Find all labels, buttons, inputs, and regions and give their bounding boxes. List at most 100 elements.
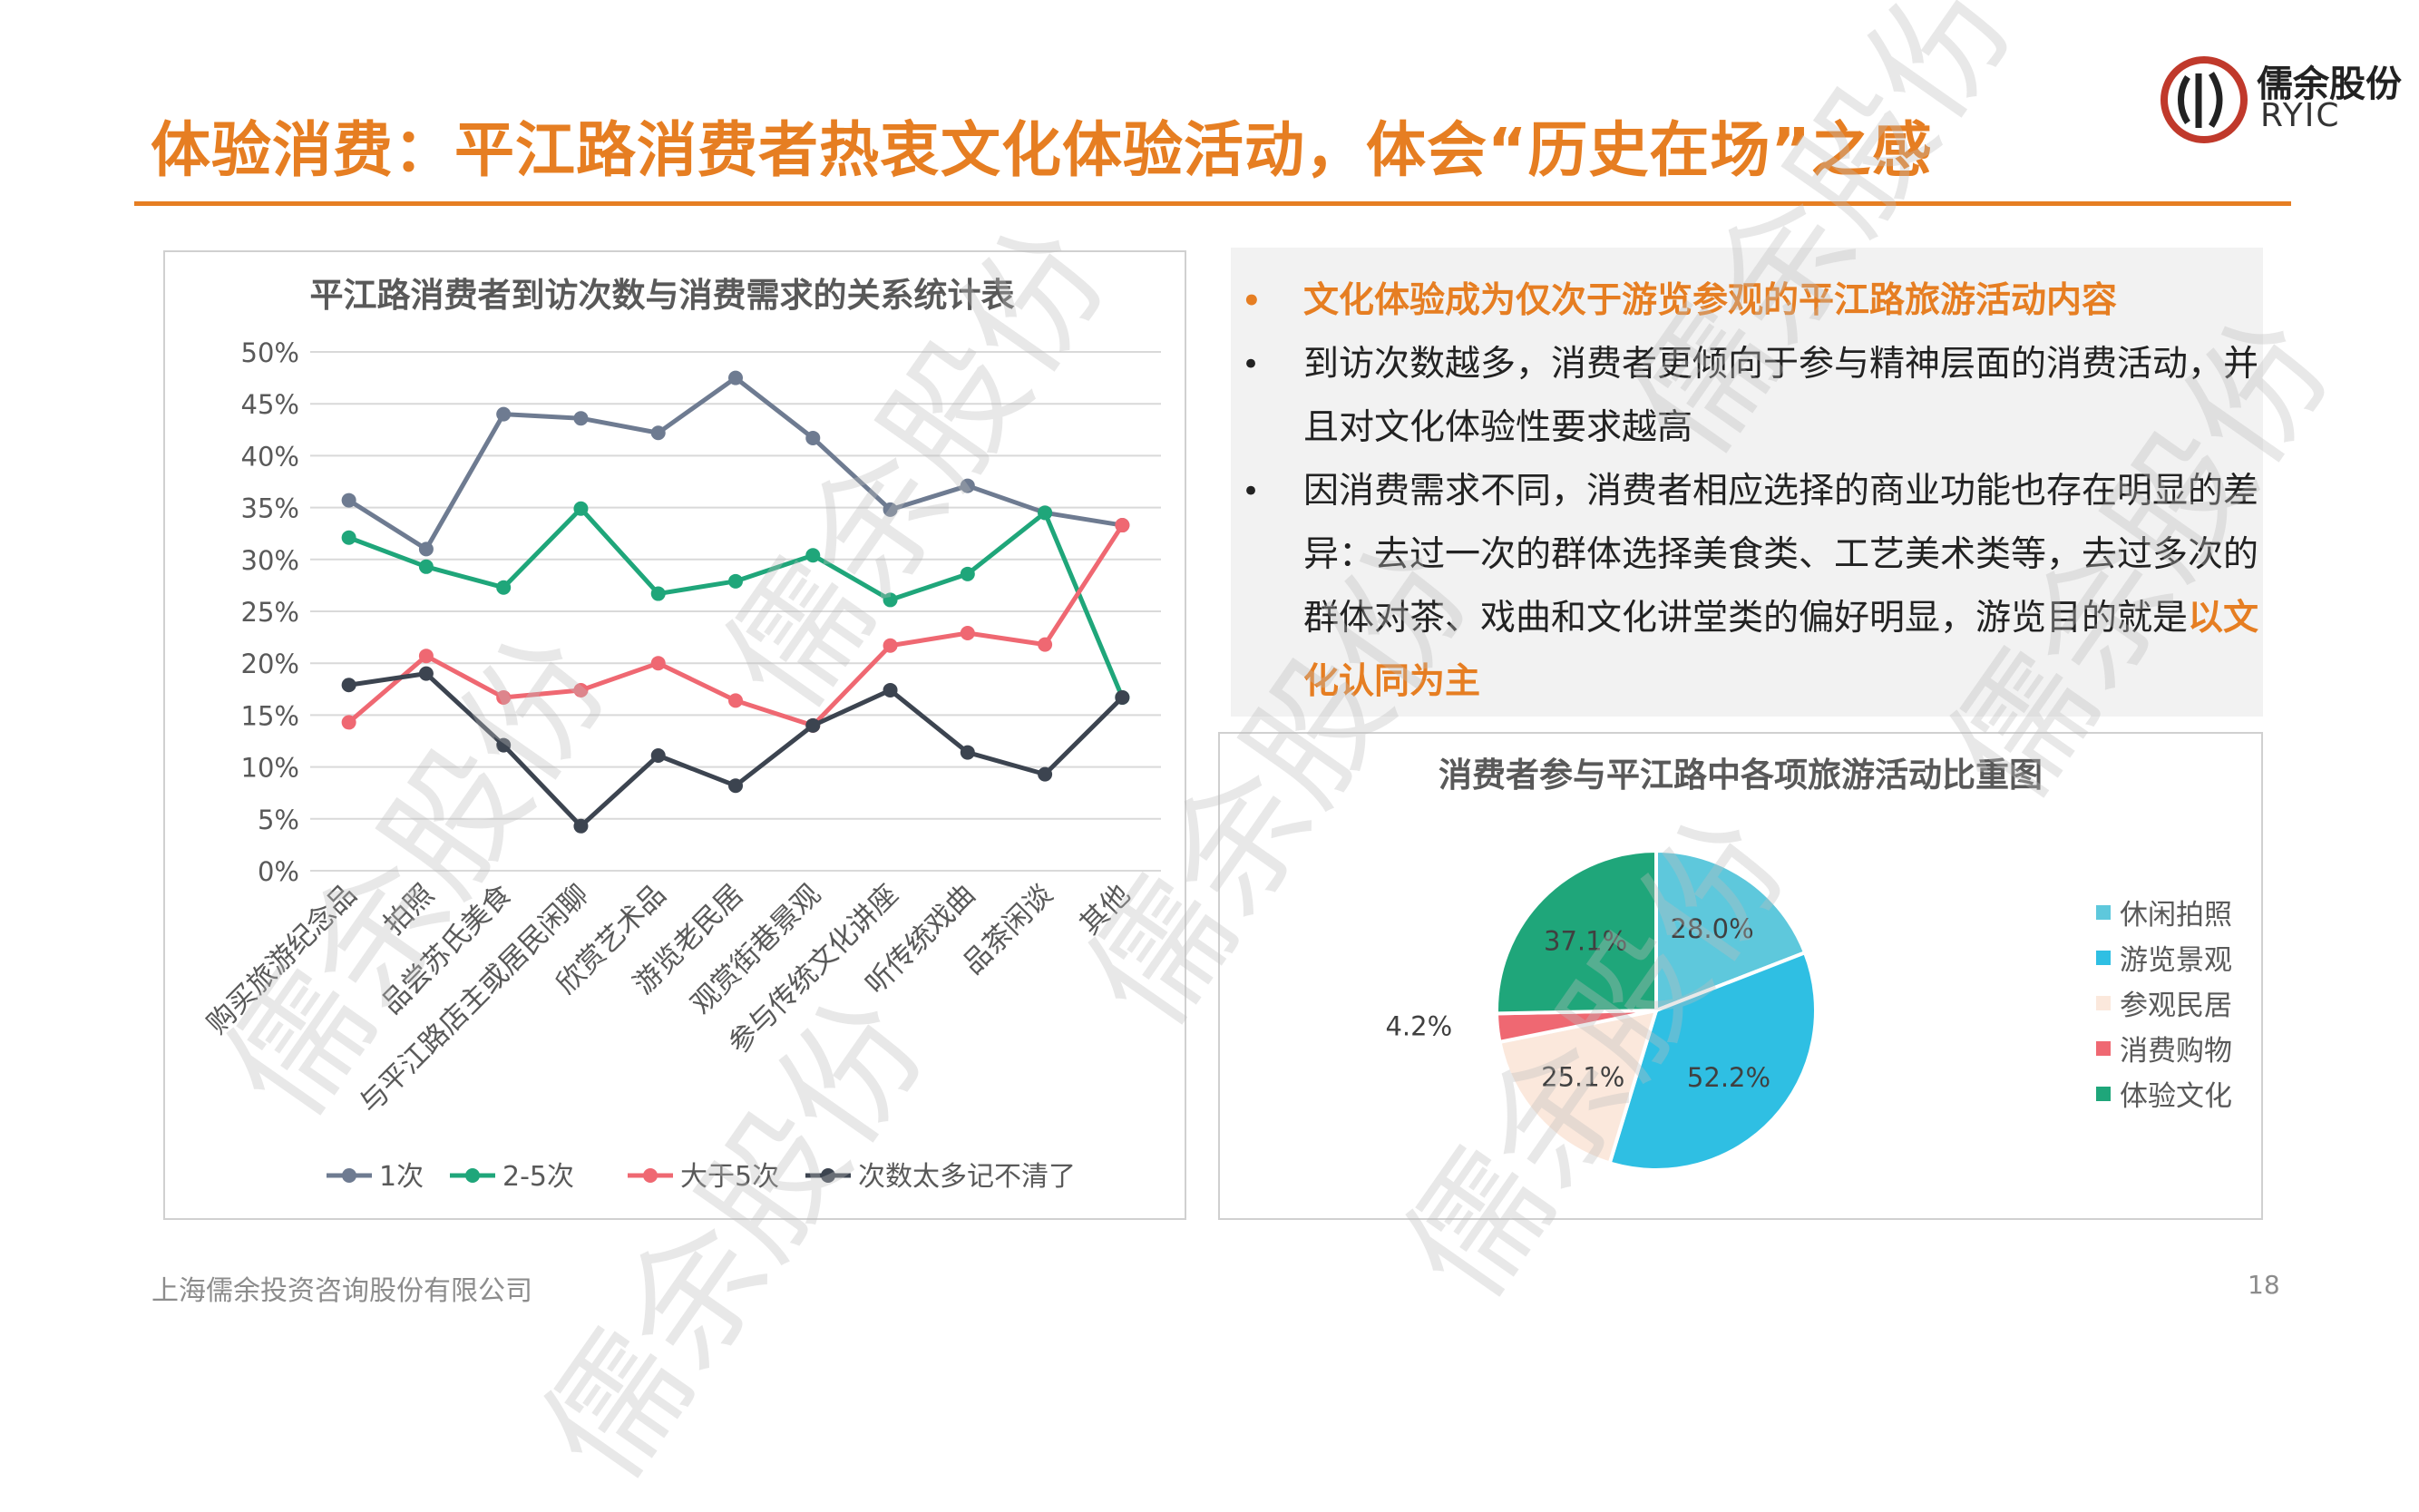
line-chart: 平江路消费者到访次数与消费需求的关系统计表 50% 45% 40% 35% 30% 25%… bbox=[200, 276, 1161, 1193]
y-tick-label: 30% bbox=[241, 545, 299, 576]
pie-slice bbox=[1495, 848, 1658, 1016]
data-point bbox=[1115, 518, 1130, 533]
pie-chart-panel: 消费者参与平江路中各项旅游活动比重图 28.0% 52.2% 25.1% 4.2% 37… bbox=[1218, 732, 2263, 1220]
data-point bbox=[650, 586, 666, 601]
data-point bbox=[1038, 637, 1053, 652]
page-number: 18 bbox=[2248, 1270, 2280, 1300]
x-tick-label: 购买旅游纪念品 bbox=[200, 878, 363, 1040]
data-point bbox=[573, 411, 589, 426]
data-point bbox=[573, 501, 589, 516]
data-point bbox=[496, 406, 512, 422]
title-divider bbox=[134, 201, 2291, 206]
series-line bbox=[347, 506, 1125, 698]
x-tick-label: 其他 bbox=[1074, 878, 1136, 941]
data-point bbox=[496, 689, 512, 705]
data-point bbox=[1115, 689, 1130, 705]
bullet-item: • 文化体验成为仅次于游览参观的平江路旅游活动内容 bbox=[1231, 269, 2263, 333]
bullet-dot-icon: • bbox=[1242, 283, 1262, 319]
data-point bbox=[418, 649, 434, 664]
data-point bbox=[1038, 766, 1053, 782]
pie-data-label: 25.1% bbox=[1541, 1061, 1624, 1092]
legend-marker-icon bbox=[821, 1168, 835, 1183]
bullet-item: • 因消费需求不同，消费者相应选择的商业功能也存在明显的差异：去过一次的群体选择美… bbox=[1231, 460, 2263, 714]
data-point bbox=[650, 656, 666, 671]
data-point bbox=[728, 370, 743, 385]
logo-text: 儒余股份 bbox=[2257, 63, 2402, 105]
data-point bbox=[418, 541, 434, 557]
pie-slice bbox=[1497, 1008, 1659, 1166]
page-title: 体验消费：平江路消费者热衷文化体验活动，体会“历史在场”之感 bbox=[151, 115, 1933, 185]
y-tick-label: 10% bbox=[241, 753, 299, 784]
company-footer: 上海儒余投资咨询股份有限公司 bbox=[151, 1275, 532, 1307]
data-point bbox=[573, 818, 589, 834]
legend-label: 1次 bbox=[379, 1161, 424, 1193]
pie-data-label: 52.2% bbox=[1687, 1062, 1770, 1093]
bullet-dot-icon: • bbox=[1242, 346, 1261, 383]
data-point bbox=[805, 717, 821, 733]
data-point bbox=[418, 666, 434, 681]
pie-chart-title: 消费者参与平江路中各项旅游活动比重图 bbox=[1439, 756, 2043, 795]
data-point bbox=[960, 566, 975, 581]
y-tick-label: 5% bbox=[258, 805, 299, 835]
data-point bbox=[496, 580, 512, 595]
data-point bbox=[573, 682, 589, 697]
company-logo: 儒余股份 RYIC bbox=[2159, 50, 2404, 154]
legend-label: 2-5次 bbox=[502, 1161, 574, 1193]
data-point bbox=[496, 737, 512, 753]
summary-panel: • 文化体验成为仅次于游览参观的平江路旅游活动内容 • 到访次数越多，消费者更倾向于… bbox=[1231, 248, 2263, 717]
y-tick-label: 40% bbox=[241, 441, 299, 472]
data-point bbox=[650, 748, 666, 764]
legend-swatch-icon bbox=[2096, 905, 2111, 920]
pie-slice bbox=[1654, 848, 1808, 1013]
legend-swatch-icon bbox=[2096, 996, 2111, 1010]
data-point bbox=[418, 559, 434, 574]
y-tick-label: 20% bbox=[241, 649, 299, 679]
pie-data-label: 4.2% bbox=[1385, 1010, 1452, 1041]
legend-swatch-icon bbox=[2096, 951, 2111, 965]
data-point bbox=[1038, 505, 1053, 521]
data-point bbox=[805, 548, 821, 563]
pie-data-label: 28.0% bbox=[1671, 913, 1754, 944]
pie-chart: 消费者参与平江路中各项旅游活动比重图 28.0% 52.2% 25.1% 4.2% 37… bbox=[1385, 756, 2232, 1172]
legend-label: 游览景观 bbox=[2120, 944, 2232, 977]
data-point bbox=[883, 638, 898, 653]
data-point bbox=[960, 478, 975, 493]
legend-label: 参观民居 bbox=[2120, 990, 2232, 1022]
legend-label: 休闲拍照 bbox=[2120, 899, 2232, 932]
legend-label: 体验文化 bbox=[2120, 1080, 2232, 1113]
legend-label: 消费购物 bbox=[2120, 1035, 2232, 1068]
legend-swatch-icon bbox=[2096, 1041, 2111, 1056]
data-point bbox=[960, 745, 975, 760]
data-point bbox=[960, 626, 975, 641]
legend-label: 大于5次 bbox=[680, 1161, 779, 1193]
y-tick-label: 50% bbox=[241, 337, 299, 368]
bullet-item: • 到访次数越多，消费者更倾向于参与精神层面的消费活动，并且对文化体验性要求越高 bbox=[1231, 333, 2263, 460]
y-tick-label: 35% bbox=[241, 493, 299, 524]
data-point bbox=[728, 693, 743, 708]
data-point bbox=[650, 425, 666, 441]
data-point bbox=[883, 682, 898, 697]
line-chart-panel: 平江路消费者到访次数与消费需求的关系统计表 50% 45% 40% 35% 30% 25%… bbox=[163, 250, 1186, 1220]
bullet-dot-icon: • bbox=[1242, 473, 1261, 510]
logo-emblem-icon bbox=[2161, 56, 2248, 143]
legend-marker-icon bbox=[465, 1168, 480, 1183]
line-chart-title: 平江路消费者到访次数与消费需求的关系统计表 bbox=[310, 276, 1015, 315]
data-point bbox=[805, 430, 821, 445]
y-tick-label: 15% bbox=[241, 700, 299, 731]
pie-data-label: 37.1% bbox=[1544, 926, 1627, 957]
y-tick-label: 45% bbox=[241, 389, 299, 420]
data-point bbox=[883, 592, 898, 608]
x-tick-label: 拍照 bbox=[377, 878, 440, 941]
data-point bbox=[341, 493, 356, 508]
legend-marker-icon bbox=[342, 1168, 356, 1183]
legend-label: 次数太多记不清了 bbox=[858, 1161, 1076, 1193]
data-point bbox=[728, 778, 743, 794]
data-point bbox=[341, 530, 356, 545]
legend-swatch-icon bbox=[2096, 1087, 2111, 1101]
data-point bbox=[341, 678, 356, 693]
data-point bbox=[883, 502, 898, 517]
y-tick-label: 0% bbox=[258, 856, 299, 887]
legend-marker-icon bbox=[643, 1168, 658, 1183]
data-point bbox=[341, 715, 356, 730]
pie-slice bbox=[1607, 950, 1818, 1172]
